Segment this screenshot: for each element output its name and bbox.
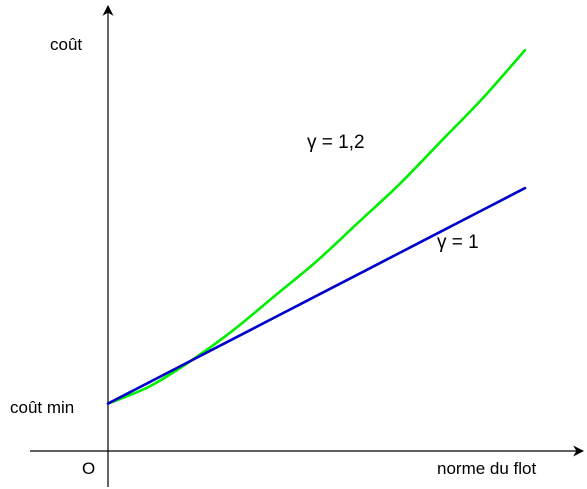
series-line-gamma-1 [106, 186, 527, 405]
x-axis-label: norme du flot [437, 459, 536, 478]
series-label-gamma-1: γ = 1 [437, 232, 479, 253]
origin-label: O [82, 459, 95, 478]
y-intercept-label: coût min [10, 398, 74, 417]
y-axis-label: coût [50, 35, 82, 54]
series-label-gamma-1-2: γ = 1,2 [307, 132, 365, 153]
series-layer [106, 48, 527, 405]
series-line-gamma-1-2 [106, 48, 527, 405]
